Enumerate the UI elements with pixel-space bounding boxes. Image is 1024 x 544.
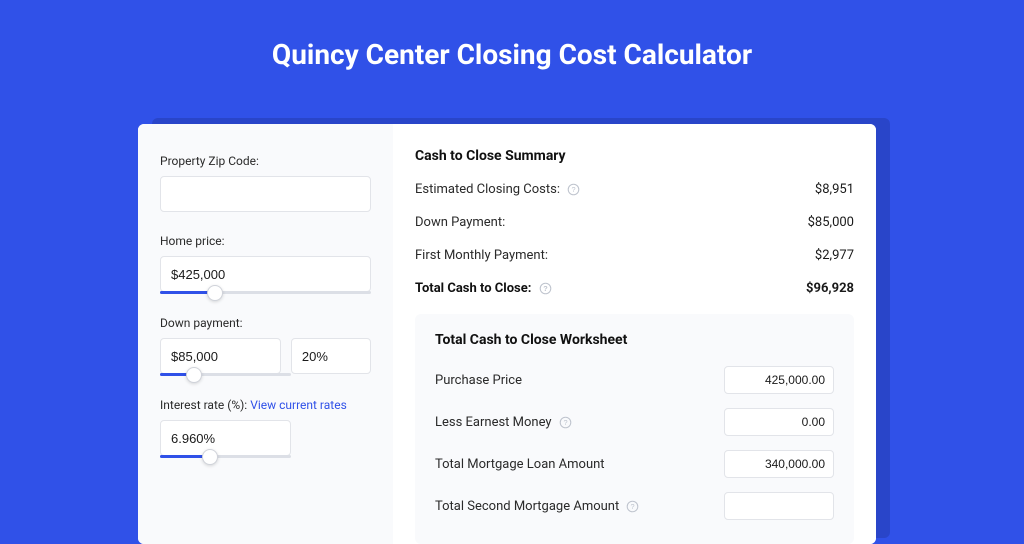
interest-group: Interest rate (%): View current rates [160,398,371,458]
view-rates-link[interactable]: View current rates [250,398,347,412]
inputs-panel: Property Zip Code: Home price: Down paym… [138,124,393,544]
worksheet-row-earnest-money: Less Earnest Money ? [435,408,834,436]
down-payment-label: Down payment: [160,316,371,330]
interest-slider[interactable] [160,455,291,458]
summary-total-label: Total Cash to Close: ? [415,281,552,296]
worksheet-label: Total Second Mortgage Amount ? [435,499,639,514]
worksheet-label: Total Mortgage Loan Amount [435,457,605,472]
worksheet-value-input[interactable] [724,450,834,478]
summary-row-total: Total Cash to Close: ? $96,928 [415,281,854,296]
down-payment-group: Down payment: [160,316,371,376]
svg-text:?: ? [572,185,576,194]
down-payment-amount-input[interactable] [160,338,281,374]
summary-heading: Cash to Close Summary [415,148,854,164]
summary-total-value: $96,928 [806,281,854,296]
down-payment-slider-thumb[interactable] [186,367,202,383]
summary-value: $8,951 [815,182,854,197]
interest-label: Interest rate (%): View current rates [160,398,371,412]
summary-row-closing-costs: Estimated Closing Costs: ? $8,951 [415,182,854,197]
summary-row-down-payment: Down Payment: $85,000 [415,215,854,230]
worksheet-row-mortgage-amount: Total Mortgage Loan Amount [435,450,834,478]
svg-text:?: ? [631,502,635,511]
down-payment-slider[interactable] [160,373,291,376]
zip-label: Property Zip Code: [160,154,371,168]
worksheet-label: Purchase Price [435,373,522,388]
interest-slider-thumb[interactable] [202,449,218,465]
zip-input[interactable] [160,176,371,212]
calculator-card: Property Zip Code: Home price: Down paym… [138,124,876,544]
summary-row-first-monthly: First Monthly Payment: $2,977 [415,248,854,263]
down-payment-percent-input[interactable] [291,338,371,374]
svg-text:?: ? [543,284,548,293]
summary-value: $85,000 [808,215,854,230]
interest-input[interactable] [160,420,291,456]
worksheet-label-text: Total Second Mortgage Amount [435,499,619,514]
svg-text:?: ? [563,418,567,427]
worksheet-row-second-mortgage: Total Second Mortgage Amount ? [435,492,834,520]
interest-label-text: Interest rate (%): [160,398,250,412]
worksheet-card: Total Cash to Close Worksheet Purchase P… [415,314,854,544]
home-price-slider-thumb[interactable] [207,285,223,301]
summary-total-label-text: Total Cash to Close: [415,281,531,296]
worksheet-heading: Total Cash to Close Worksheet [435,332,834,348]
summary-label-text: Estimated Closing Costs: [415,182,560,197]
summary-label: Down Payment: [415,215,505,230]
page-title: Quincy Center Closing Cost Calculator [0,0,1024,101]
worksheet-row-purchase-price: Purchase Price [435,366,834,394]
help-icon[interactable]: ? [539,282,552,295]
results-panel: Cash to Close Summary Estimated Closing … [393,124,876,544]
help-icon[interactable]: ? [567,183,580,196]
summary-value: $2,977 [815,248,854,263]
worksheet-value-input[interactable] [724,408,834,436]
summary-label: First Monthly Payment: [415,248,548,263]
worksheet-label: Less Earnest Money ? [435,415,572,430]
worksheet-value-input[interactable] [724,366,834,394]
home-price-label: Home price: [160,234,371,248]
zip-group: Property Zip Code: [160,154,371,212]
home-price-group: Home price: [160,234,371,294]
home-price-slider[interactable] [160,291,371,294]
summary-label: Estimated Closing Costs: ? [415,182,580,197]
worksheet-label-text: Less Earnest Money [435,415,552,430]
help-icon[interactable]: ? [626,500,639,513]
worksheet-value-input[interactable] [724,492,834,520]
home-price-input[interactable] [160,256,371,292]
help-icon[interactable]: ? [559,416,572,429]
